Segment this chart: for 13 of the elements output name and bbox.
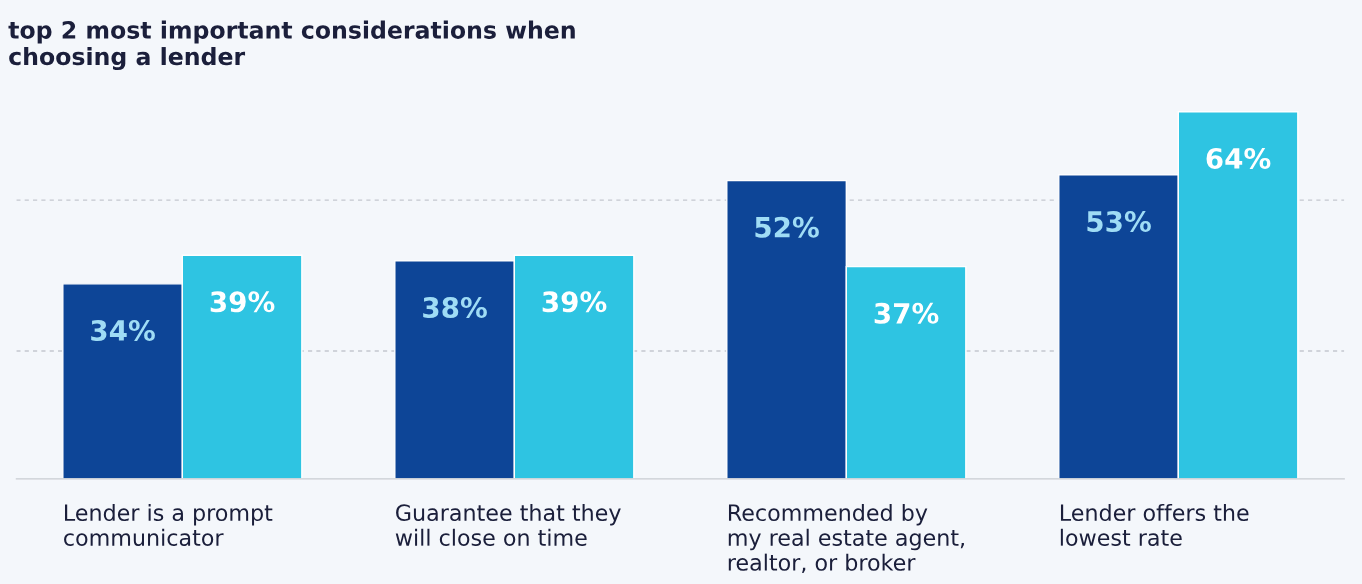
data-label: 38%	[423, 297, 487, 319]
chart-title: top 2 most important considerations when choosing a lender	[8, 20, 575, 71]
x-tick-label: Recommended by my real estate agent, realtor, or broker	[728, 503, 964, 574]
x-tick-label: Lender offers the lowest rate	[1060, 503, 1249, 546]
x-tick-label: Lender is a prompt communicator	[64, 503, 273, 546]
data-label: 39%	[210, 291, 275, 313]
data-label: 34%	[91, 319, 155, 341]
data-label: 37%	[874, 302, 939, 324]
data-label: 52%	[755, 216, 819, 238]
data-label: 64%	[1206, 147, 1271, 169]
data-label: 39%	[542, 291, 607, 313]
x-tick-label: Guarantee that they will close on time	[395, 503, 621, 546]
data-label: 53%	[1087, 210, 1151, 233]
